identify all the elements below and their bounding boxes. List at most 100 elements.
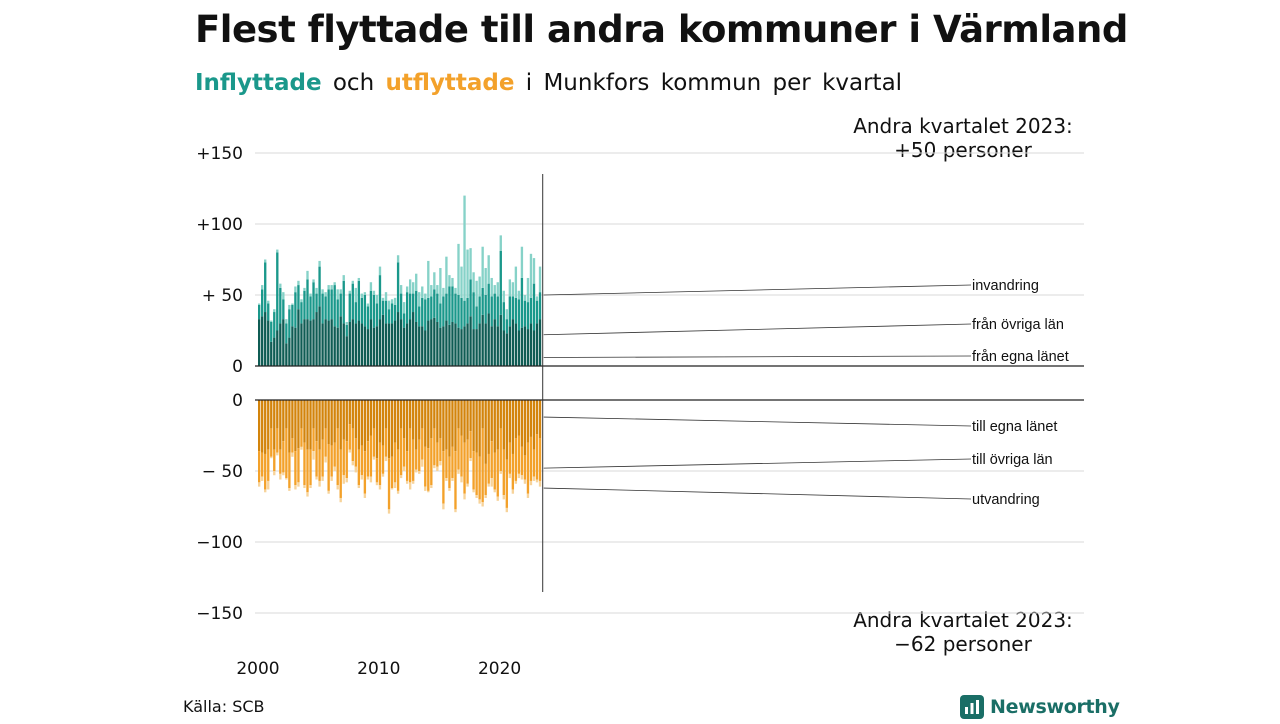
bar-in-immig-2009Q3	[372, 290, 376, 295]
bar-in-other-2003Q3	[300, 302, 303, 324]
bar-out-own-2005Q4	[327, 400, 330, 445]
bar-in-other-2005Q2	[321, 293, 324, 324]
bar-in-immig-2005Q2	[321, 289, 324, 294]
bar-in-immig-2011Q2	[393, 297, 397, 305]
bar-in-other-2000Q2	[261, 289, 264, 317]
bar-in-own-2003Q4	[303, 319, 306, 366]
bar-out-own-2006Q3	[336, 400, 339, 429]
bar-out-other-2007Q1	[342, 439, 345, 476]
bar-out-own-2014Q2	[430, 400, 433, 439]
y-tick-label: +100	[196, 215, 243, 235]
bar-out-own-2011Q2	[393, 400, 397, 443]
newsworthy-logo-text: Newsworthy	[990, 696, 1120, 718]
series-label-leader	[543, 323, 972, 336]
bar-out-other-2010Q4	[387, 458, 391, 510]
bar-in-own-2018Q2	[478, 323, 481, 366]
bar-out-other-2006Q2	[333, 442, 336, 467]
bar-in-own-2020Q2	[502, 330, 505, 366]
bar-out-other-2009Q4	[375, 458, 379, 483]
bar-out-emig-2018Q4	[484, 495, 487, 498]
x-tick-label: 2020	[478, 659, 521, 679]
bar-in-immig-2011Q1	[390, 299, 394, 304]
bar-in-other-2018Q2	[478, 296, 481, 324]
bar-out-own-2022Q2	[526, 400, 530, 443]
bar-out-emig-2017Q1	[463, 493, 466, 500]
bar-out-emig-2010Q4	[387, 509, 391, 514]
bar-in-other-2015Q2	[442, 296, 445, 327]
bar-in-other-2004Q2	[309, 296, 312, 321]
bar-in-other-2007Q2	[345, 324, 348, 337]
bar-in-own-2008Q2	[357, 320, 361, 366]
bar-in-own-2009Q1	[366, 329, 370, 366]
bar-out-own-2021Q4	[520, 400, 524, 447]
bar-out-emig-2001Q1	[270, 456, 273, 459]
bar-in-own-2013Q4	[424, 330, 427, 366]
bar-in-other-2017Q4	[472, 292, 475, 330]
bar-out-own-2011Q1	[390, 400, 394, 457]
bar-in-own-2020Q4	[508, 326, 512, 366]
bar-in-other-2021Q4	[520, 277, 524, 328]
bar-out-other-2005Q2	[321, 439, 324, 477]
bar-in-own-2015Q3	[445, 320, 448, 366]
bar-in-immig-2023Q1	[535, 296, 539, 301]
bar-out-emig-2004Q1	[306, 492, 309, 497]
bar-in-immig-2018Q2	[478, 276, 481, 297]
bar-in-immig-2006Q1	[330, 285, 333, 290]
bar-out-other-2010Q1	[378, 442, 382, 486]
bar-out-own-2008Q3	[360, 400, 364, 446]
bar-in-own-2011Q3	[396, 312, 400, 366]
bar-in-other-2022Q4	[532, 283, 536, 331]
bar-out-own-2015Q3	[445, 400, 448, 450]
bar-in-own-2001Q1	[270, 341, 273, 366]
bar-out-emig-2011Q2	[393, 482, 397, 489]
bar-in-immig-2020Q3	[505, 309, 508, 320]
annotation-top: Andra kvartalet 2023: +50 personer	[840, 114, 1086, 162]
bar-in-other-2021Q3	[517, 299, 521, 331]
bar-out-emig-2001Q2	[273, 471, 276, 476]
bar-in-own-2010Q4	[387, 323, 391, 366]
bar-in-other-2019Q1	[487, 283, 490, 314]
bar-out-other-2021Q1	[511, 453, 515, 490]
bar-in-other-2019Q4	[496, 296, 499, 327]
bar-in-immig-2012Q2	[405, 286, 409, 293]
bar-in-own-2020Q3	[505, 333, 508, 366]
bar-in-own-2016Q1	[451, 321, 454, 366]
bar-out-other-2019Q4	[496, 449, 499, 497]
bar-in-immig-2004Q3	[312, 279, 315, 283]
bar-out-own-2006Q1	[330, 400, 333, 446]
bar-out-emig-2016Q4	[460, 476, 463, 483]
bar-in-own-2023Q1	[535, 323, 539, 366]
bar-out-other-2017Q4	[472, 451, 475, 490]
bar-in-own-2013Q2	[418, 326, 421, 366]
bar-out-emig-2021Q1	[511, 489, 515, 494]
bar-in-immig-2000Q3	[264, 259, 267, 263]
bar-out-own-2005Q1	[318, 400, 321, 450]
bar-out-other-2007Q4	[351, 428, 354, 462]
bar-out-emig-2010Q1	[378, 485, 382, 490]
bar-in-immig-2013Q2	[418, 292, 421, 307]
bar-in-other-2010Q4	[387, 309, 391, 324]
bar-in-own-2014Q4	[436, 321, 439, 366]
bar-in-own-2006Q2	[333, 326, 336, 366]
bar-in-own-2006Q4	[339, 316, 342, 366]
bar-out-other-2011Q2	[393, 442, 397, 483]
bar-out-other-2009Q3	[372, 428, 376, 457]
bar-in-own-2015Q2	[442, 326, 445, 366]
bar-out-emig-2012Q2	[405, 480, 409, 484]
bar-out-own-2014Q1	[427, 400, 430, 449]
bar-out-own-2003Q1	[294, 400, 297, 452]
bar-in-own-2005Q1	[318, 306, 321, 366]
bar-out-other-2004Q1	[306, 449, 309, 493]
bar-out-own-2020Q3	[505, 400, 508, 460]
bar-out-emig-2005Q3	[324, 456, 327, 463]
bar-in-other-2018Q3	[481, 287, 484, 315]
bar-out-other-2002Q1	[282, 441, 285, 473]
bar-in-own-2020Q1	[499, 314, 502, 366]
bar-out-emig-2003Q2	[297, 482, 300, 487]
annotation-top-line1: Andra kvartalet 2023:	[853, 114, 1073, 138]
bar-in-other-2006Q4	[339, 293, 342, 317]
bar-in-own-2013Q1	[415, 321, 418, 366]
bar-in-own-2014Q1	[427, 320, 430, 366]
bar-in-own-2022Q4	[532, 330, 536, 366]
subtitle-och: och	[332, 70, 375, 96]
